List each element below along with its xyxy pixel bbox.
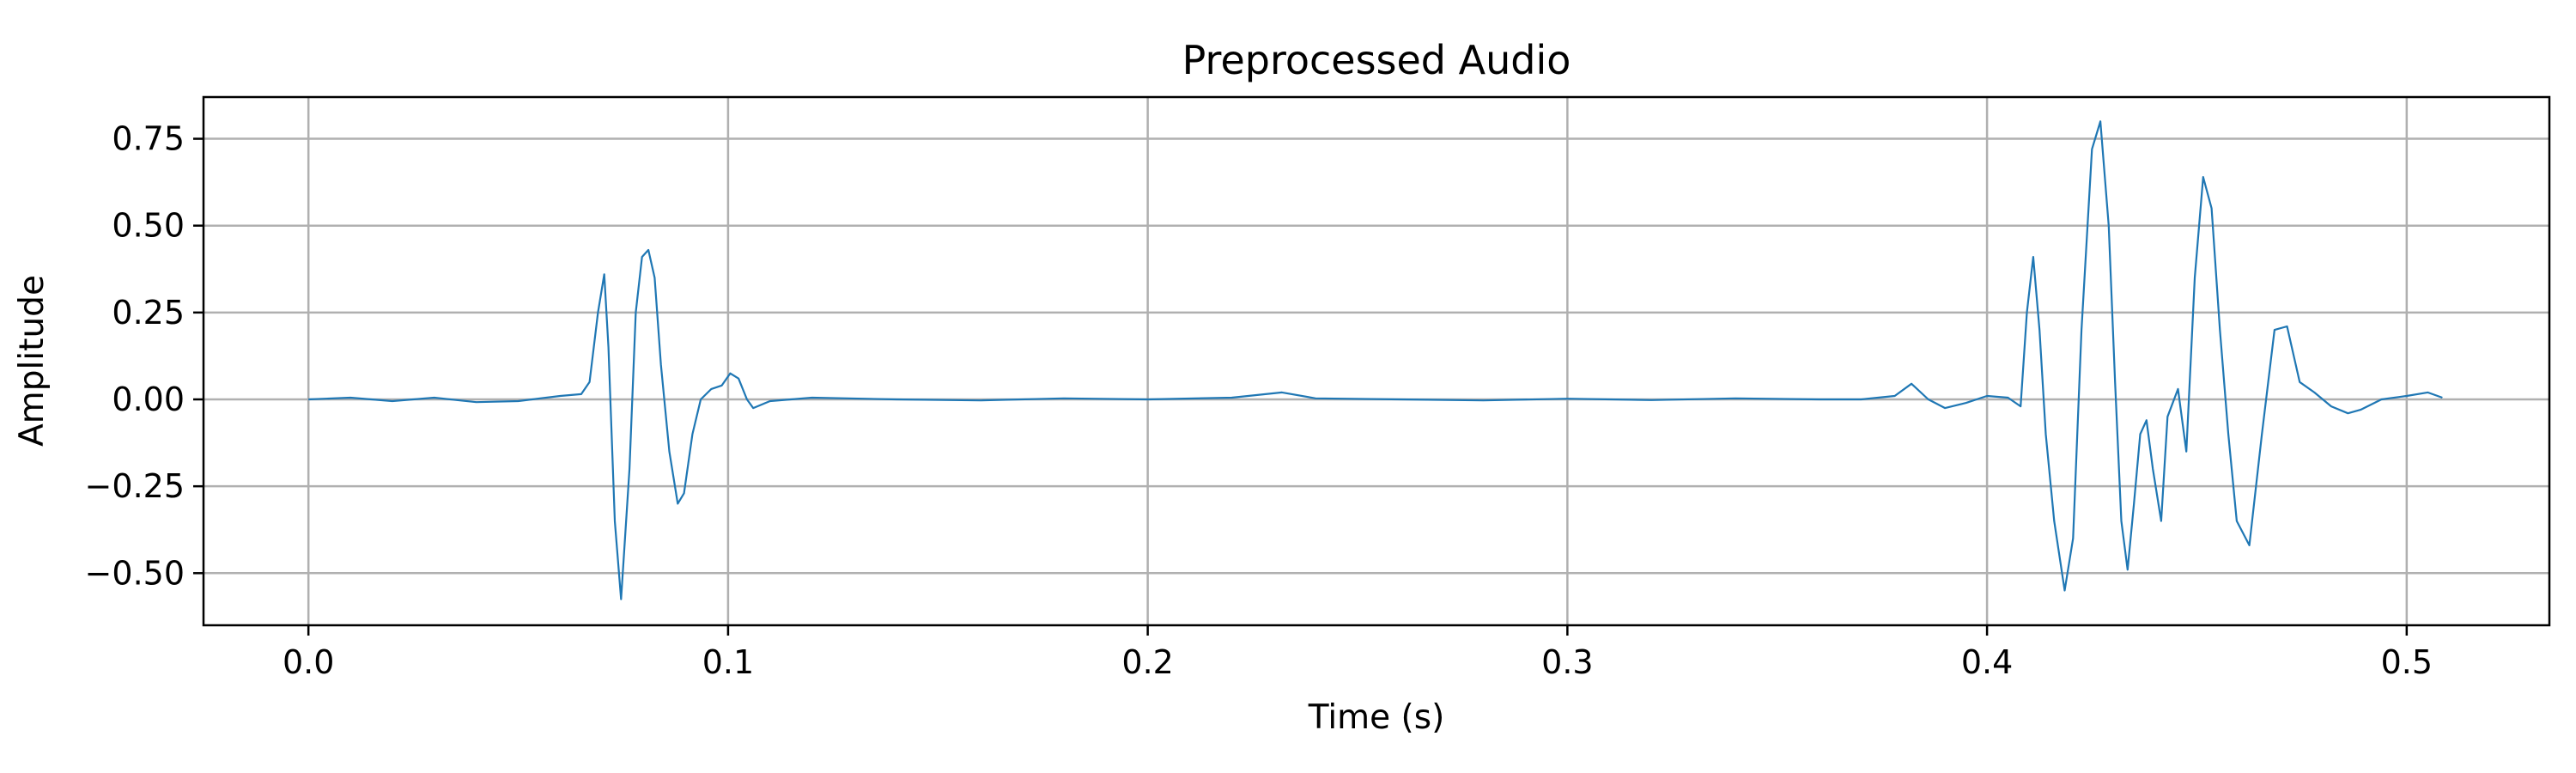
x-tick-label: 0.0: [283, 643, 334, 681]
y-tick-label: −0.25: [85, 467, 185, 505]
chart-title: Preprocessed Audio: [1182, 37, 1571, 83]
tick-layer: 0.0 0.1 0.2 0.3 0.4 0.5 0.75 0.50 0.25 0.00 −0.25 −…: [85, 120, 2433, 681]
signal-layer: [308, 120, 2443, 600]
y-tick-label: 0.50: [112, 207, 185, 245]
x-tick-label: 0.1: [702, 643, 754, 681]
x-tick-label: 0.2: [1121, 643, 1173, 681]
y-tick-label: −0.50: [85, 554, 185, 592]
y-tick-label: 0.25: [112, 294, 185, 332]
grid-layer: [204, 97, 2549, 625]
y-tick-label: 0.00: [112, 380, 185, 418]
plot-frame: [202, 95, 2551, 627]
x-tick-label: 0.5: [2381, 643, 2433, 681]
x-tick-label: 0.4: [1961, 643, 2013, 681]
y-axis-title: Amplitude: [13, 275, 52, 447]
waveform-line: [308, 120, 2443, 600]
y-tick-label: 0.75: [112, 120, 185, 158]
x-tick-label: 0.3: [1541, 643, 1593, 681]
x-axis-title: Time (s): [1308, 698, 1445, 737]
